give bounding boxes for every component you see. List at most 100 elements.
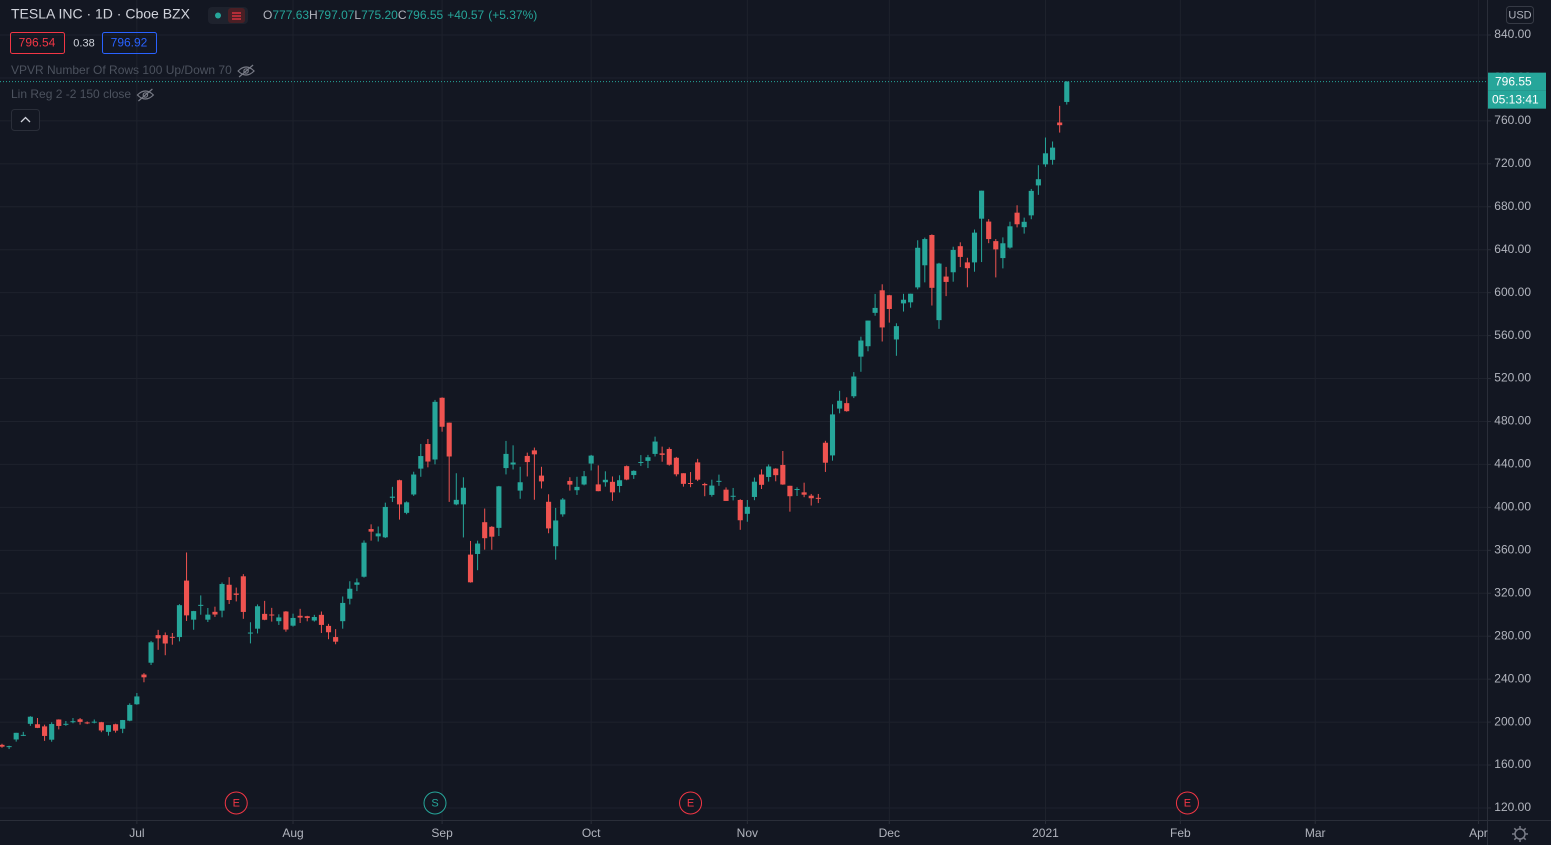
candle-body: [624, 466, 630, 480]
ohlc-value: 796.55: [406, 8, 443, 22]
candle-body: [325, 625, 332, 633]
candle-body: [524, 455, 530, 463]
candle-body: [631, 470, 637, 476]
candle-body: [1014, 212, 1020, 225]
change: +40.57: [447, 8, 484, 22]
candle-body: [1028, 190, 1034, 216]
x-tick-label: Oct: [582, 826, 601, 840]
last-price-box: [1488, 72, 1546, 91]
y-tick-label: 680.00: [1494, 199, 1531, 213]
candle-body: [844, 403, 850, 412]
candle-body: [290, 617, 296, 626]
candle-body: [49, 724, 55, 740]
candle-body: [425, 444, 431, 462]
event-label: E: [1184, 797, 1191, 809]
candle-body: [723, 489, 729, 501]
x-tick-label: Feb: [1170, 826, 1191, 840]
candle-body: [1007, 226, 1013, 248]
hidden-icon[interactable]: [136, 88, 155, 102]
candle-body: [105, 725, 112, 732]
candle-body: [205, 614, 211, 620]
ohlc-label: O: [263, 8, 272, 22]
ask: 796.92: [111, 36, 148, 50]
y-tick-label: 120.00: [1494, 800, 1531, 814]
y-tick-label: 720.00: [1494, 156, 1531, 170]
candle-body: [233, 593, 239, 595]
candle-body: [262, 613, 268, 620]
candle-body: [269, 614, 275, 616]
candle-body: [815, 497, 821, 499]
candle-body: [872, 307, 878, 313]
candle-body: [865, 320, 871, 347]
candle-body: [311, 616, 317, 621]
candle-body: [730, 495, 736, 497]
indicator-vpvr[interactable]: VPVR Number Of Rows 100 Up/Down 70: [11, 63, 232, 77]
candle-body: [986, 221, 992, 240]
candle-body: [254, 606, 261, 629]
ohlc-label: C: [398, 8, 407, 22]
eye-slash: [138, 88, 153, 102]
x-tick-label: Apr: [1469, 826, 1488, 840]
candle-body: [1057, 122, 1063, 126]
candle-body: [879, 290, 885, 328]
candle-body: [375, 533, 381, 537]
candle-body: [34, 724, 41, 728]
candle-body: [602, 479, 608, 483]
candle-body: [893, 326, 899, 340]
currency-box[interactable]: [1506, 6, 1534, 24]
candle-body: [141, 674, 147, 678]
y-tick-label: 160.00: [1494, 757, 1531, 771]
change-percent: (+5.37%): [488, 8, 537, 22]
candle-body: [546, 501, 552, 529]
candle-body: [581, 476, 587, 485]
candle-body: [503, 453, 509, 469]
candle-body: [1035, 179, 1041, 186]
candle-body: [98, 722, 104, 731]
candle-body: [801, 492, 807, 495]
candle-body: [176, 605, 183, 638]
ohlc-label: L: [354, 8, 361, 22]
candle-body: [20, 734, 26, 736]
candle-body: [162, 635, 168, 644]
spread: 0.38: [73, 37, 94, 49]
candle-body: [91, 721, 97, 723]
settings-gear[interactable]: [1512, 826, 1528, 842]
candle-body: [936, 263, 942, 321]
symbol-title[interactable]: TESLA INC · 1D · Cboe BZX: [11, 6, 191, 22]
candle-body: [297, 615, 303, 618]
candle-body: [63, 723, 69, 725]
candle-body: [858, 340, 864, 357]
candle-body: [411, 474, 417, 495]
candle-body: [943, 276, 949, 282]
candle-body: [971, 232, 978, 263]
candle-body: [773, 468, 779, 476]
candle-body: [588, 455, 594, 464]
candle-body: [418, 456, 424, 469]
collapse-button[interactable]: [11, 109, 40, 131]
ohlc-value: 777.63: [272, 8, 309, 22]
candle-body: [198, 604, 204, 606]
indicator-linreg[interactable]: Lin Reg 2 -2 150 close: [11, 87, 131, 101]
candle-body: [191, 611, 197, 620]
candle-body: [595, 484, 601, 492]
hidden-icon[interactable]: [237, 64, 255, 78]
candle-body: [886, 295, 892, 309]
candle-body: [702, 483, 708, 486]
candle-body: [808, 495, 814, 499]
candle-body: [247, 632, 253, 634]
y-tick-label: 320.00: [1494, 585, 1531, 599]
candle-body: [340, 602, 346, 622]
candle-body: [716, 480, 722, 482]
countdown: 05:13:41: [1492, 92, 1539, 106]
candle-body: [432, 401, 438, 460]
ohlc-legend: O777.63H797.07L775.20C796.55 +40.57 (+5.37…: [263, 8, 537, 22]
candle-body: [659, 453, 665, 455]
candle-body: [964, 262, 970, 269]
candle-body: [531, 450, 537, 455]
plot-area: [0, 81, 1487, 750]
candle-body: [276, 617, 282, 622]
event-label: E: [233, 797, 240, 809]
candle-body: [127, 704, 133, 721]
candle-body: [510, 462, 516, 465]
